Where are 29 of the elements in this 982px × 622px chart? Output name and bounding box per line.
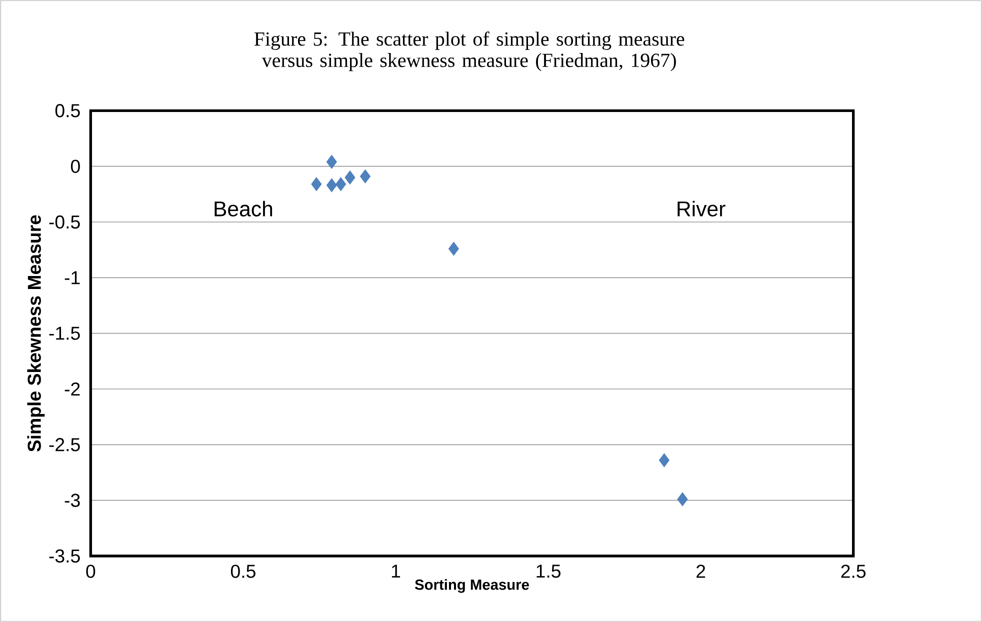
x-tick-label: 1 [392,564,400,578]
y-tick-label: -3 [64,494,80,507]
point [677,492,688,506]
annotation: Beach [214,200,272,216]
y-tick-label: 0 [70,160,80,173]
y-axis-title: Simple Skewness Measure [27,215,45,452]
point [360,169,370,184]
y-tick-label: -1.5 [49,326,80,340]
chart-title: Figure 5: The scatter plot of simple sorting measure versus simple skewness measure (Friedman, 1967) [254,32,684,72]
y-tick-label: -2.5 [49,438,80,452]
point [336,177,346,192]
x-tick-label: 1.5 [536,564,560,578]
point [326,154,337,169]
x-tick-label: 0.5 [230,564,256,578]
x-tick-label: 0 [86,564,96,578]
point [448,242,459,256]
y-tick-label: -2 [64,382,80,396]
point [658,453,670,468]
y-tick-label: -0.5 [49,215,80,229]
y-tick-label: -3.5 [49,549,80,563]
point [311,177,322,192]
y-tick-label: 0.5 [55,104,80,118]
x-tick-label: 2.5 [841,564,866,578]
point [344,170,356,184]
y-tick-label: -1 [64,271,80,284]
annotation: River [678,200,726,216]
x-tick-label: 2 [696,564,706,578]
point [326,178,337,192]
x-axis-title: Sorting Measure [414,579,529,593]
